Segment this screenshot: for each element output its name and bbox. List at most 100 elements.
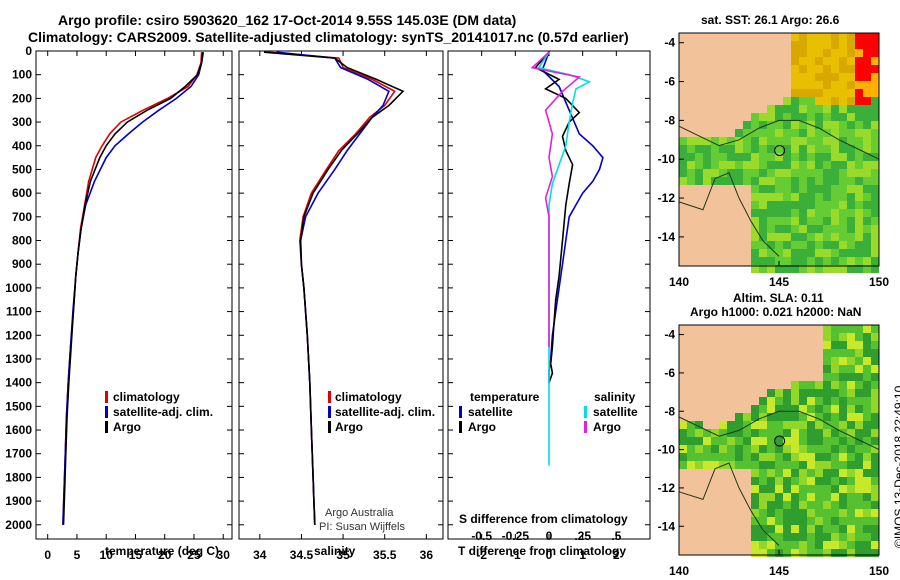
map-cell xyxy=(839,257,847,265)
map-cell xyxy=(863,265,871,273)
map-cell xyxy=(759,233,767,241)
map-cell xyxy=(863,185,871,193)
map-cell xyxy=(855,421,863,429)
y-tick-label: 2000 xyxy=(5,518,32,532)
map-cell xyxy=(767,201,775,209)
map-cell xyxy=(783,485,791,493)
map-cell xyxy=(823,73,831,81)
map-cell xyxy=(695,445,703,453)
map-cell xyxy=(831,541,839,549)
map-cell xyxy=(855,265,863,273)
map-cell xyxy=(831,461,839,469)
map-cell xyxy=(855,241,863,249)
map-cell xyxy=(823,241,831,249)
map-cell xyxy=(863,397,871,405)
map-cell xyxy=(863,349,871,357)
map-cell xyxy=(799,533,807,541)
y-tick-label: 100 xyxy=(12,68,32,82)
map-cell xyxy=(743,129,751,137)
map-cell xyxy=(863,453,871,461)
map-cell xyxy=(823,81,831,89)
map-cell xyxy=(719,437,727,445)
map-cell xyxy=(767,113,775,121)
map-cell xyxy=(855,217,863,225)
map-cell xyxy=(751,421,759,429)
map-cell xyxy=(807,445,815,453)
map-cell xyxy=(751,485,759,493)
map-cell xyxy=(807,129,815,137)
map-cell xyxy=(863,509,871,517)
map-cell xyxy=(815,265,823,273)
map-y-tick-label: -14 xyxy=(658,230,676,244)
y-tick-label: 1900 xyxy=(5,494,32,508)
map-cell xyxy=(855,525,863,533)
map-cell xyxy=(847,357,855,365)
map-cell xyxy=(855,549,863,557)
map-cell xyxy=(871,413,879,421)
map-cell xyxy=(679,453,687,461)
map-cell xyxy=(823,445,831,453)
map-cell xyxy=(871,485,879,493)
y-tick-label: 1200 xyxy=(5,328,32,342)
map-cell xyxy=(807,209,815,217)
temperature-legend: climatology satellite-adj. clim. Argo xyxy=(105,390,213,434)
map-cell xyxy=(767,397,775,405)
map-cell xyxy=(759,517,767,525)
map-cell xyxy=(831,265,839,273)
map-cell xyxy=(799,97,807,105)
map-cell xyxy=(839,381,847,389)
map-cell xyxy=(871,421,879,429)
x-tick-label: 34 xyxy=(253,548,267,562)
map-cell xyxy=(831,525,839,533)
map-cell xyxy=(767,469,775,477)
map-cell xyxy=(743,461,751,469)
map-cell xyxy=(687,137,695,145)
map-cell xyxy=(871,33,879,41)
map-cell xyxy=(791,421,799,429)
map-cell xyxy=(839,333,847,341)
map-cell xyxy=(847,461,855,469)
map-cell xyxy=(815,49,823,57)
map-cell xyxy=(775,421,783,429)
map-cell xyxy=(679,461,687,469)
map-cell xyxy=(775,265,783,273)
map-cell xyxy=(831,325,839,333)
map-cell xyxy=(751,257,759,265)
map-cell xyxy=(855,153,863,161)
map-cell xyxy=(807,225,815,233)
map-cell xyxy=(807,413,815,421)
map-cell xyxy=(751,249,759,257)
map-cell xyxy=(815,485,823,493)
coastline xyxy=(678,119,880,160)
map-cell xyxy=(791,233,799,241)
coastline-australia xyxy=(678,172,780,257)
map-cell xyxy=(855,405,863,413)
y-tick-label: 700 xyxy=(12,210,32,224)
map-cell xyxy=(831,517,839,525)
map-cell xyxy=(863,413,871,421)
y-tick-label: 600 xyxy=(12,186,32,200)
map-cell xyxy=(687,437,695,445)
map-cell xyxy=(847,153,855,161)
map-cell xyxy=(807,81,815,89)
map-cell xyxy=(679,445,687,453)
map-cell xyxy=(711,437,719,445)
map-cell xyxy=(775,493,783,501)
map-cell xyxy=(775,509,783,517)
map-cell xyxy=(807,161,815,169)
map-cell xyxy=(799,461,807,469)
map-cell xyxy=(847,41,855,49)
y-tick-label: 400 xyxy=(12,139,32,153)
map-cell xyxy=(815,445,823,453)
map-cell xyxy=(735,413,743,421)
map-cell xyxy=(863,241,871,249)
y-tick-label: 0 xyxy=(25,44,32,58)
map-cell xyxy=(703,153,711,161)
map-cell xyxy=(791,453,799,461)
map-cell xyxy=(759,113,767,121)
map-cell xyxy=(871,121,879,129)
map-cell xyxy=(855,257,863,265)
map-cell xyxy=(775,201,783,209)
sla-map-title-2: Argo h1000: 0.021 h2000: NaN xyxy=(690,305,861,319)
map-cell xyxy=(807,49,815,57)
